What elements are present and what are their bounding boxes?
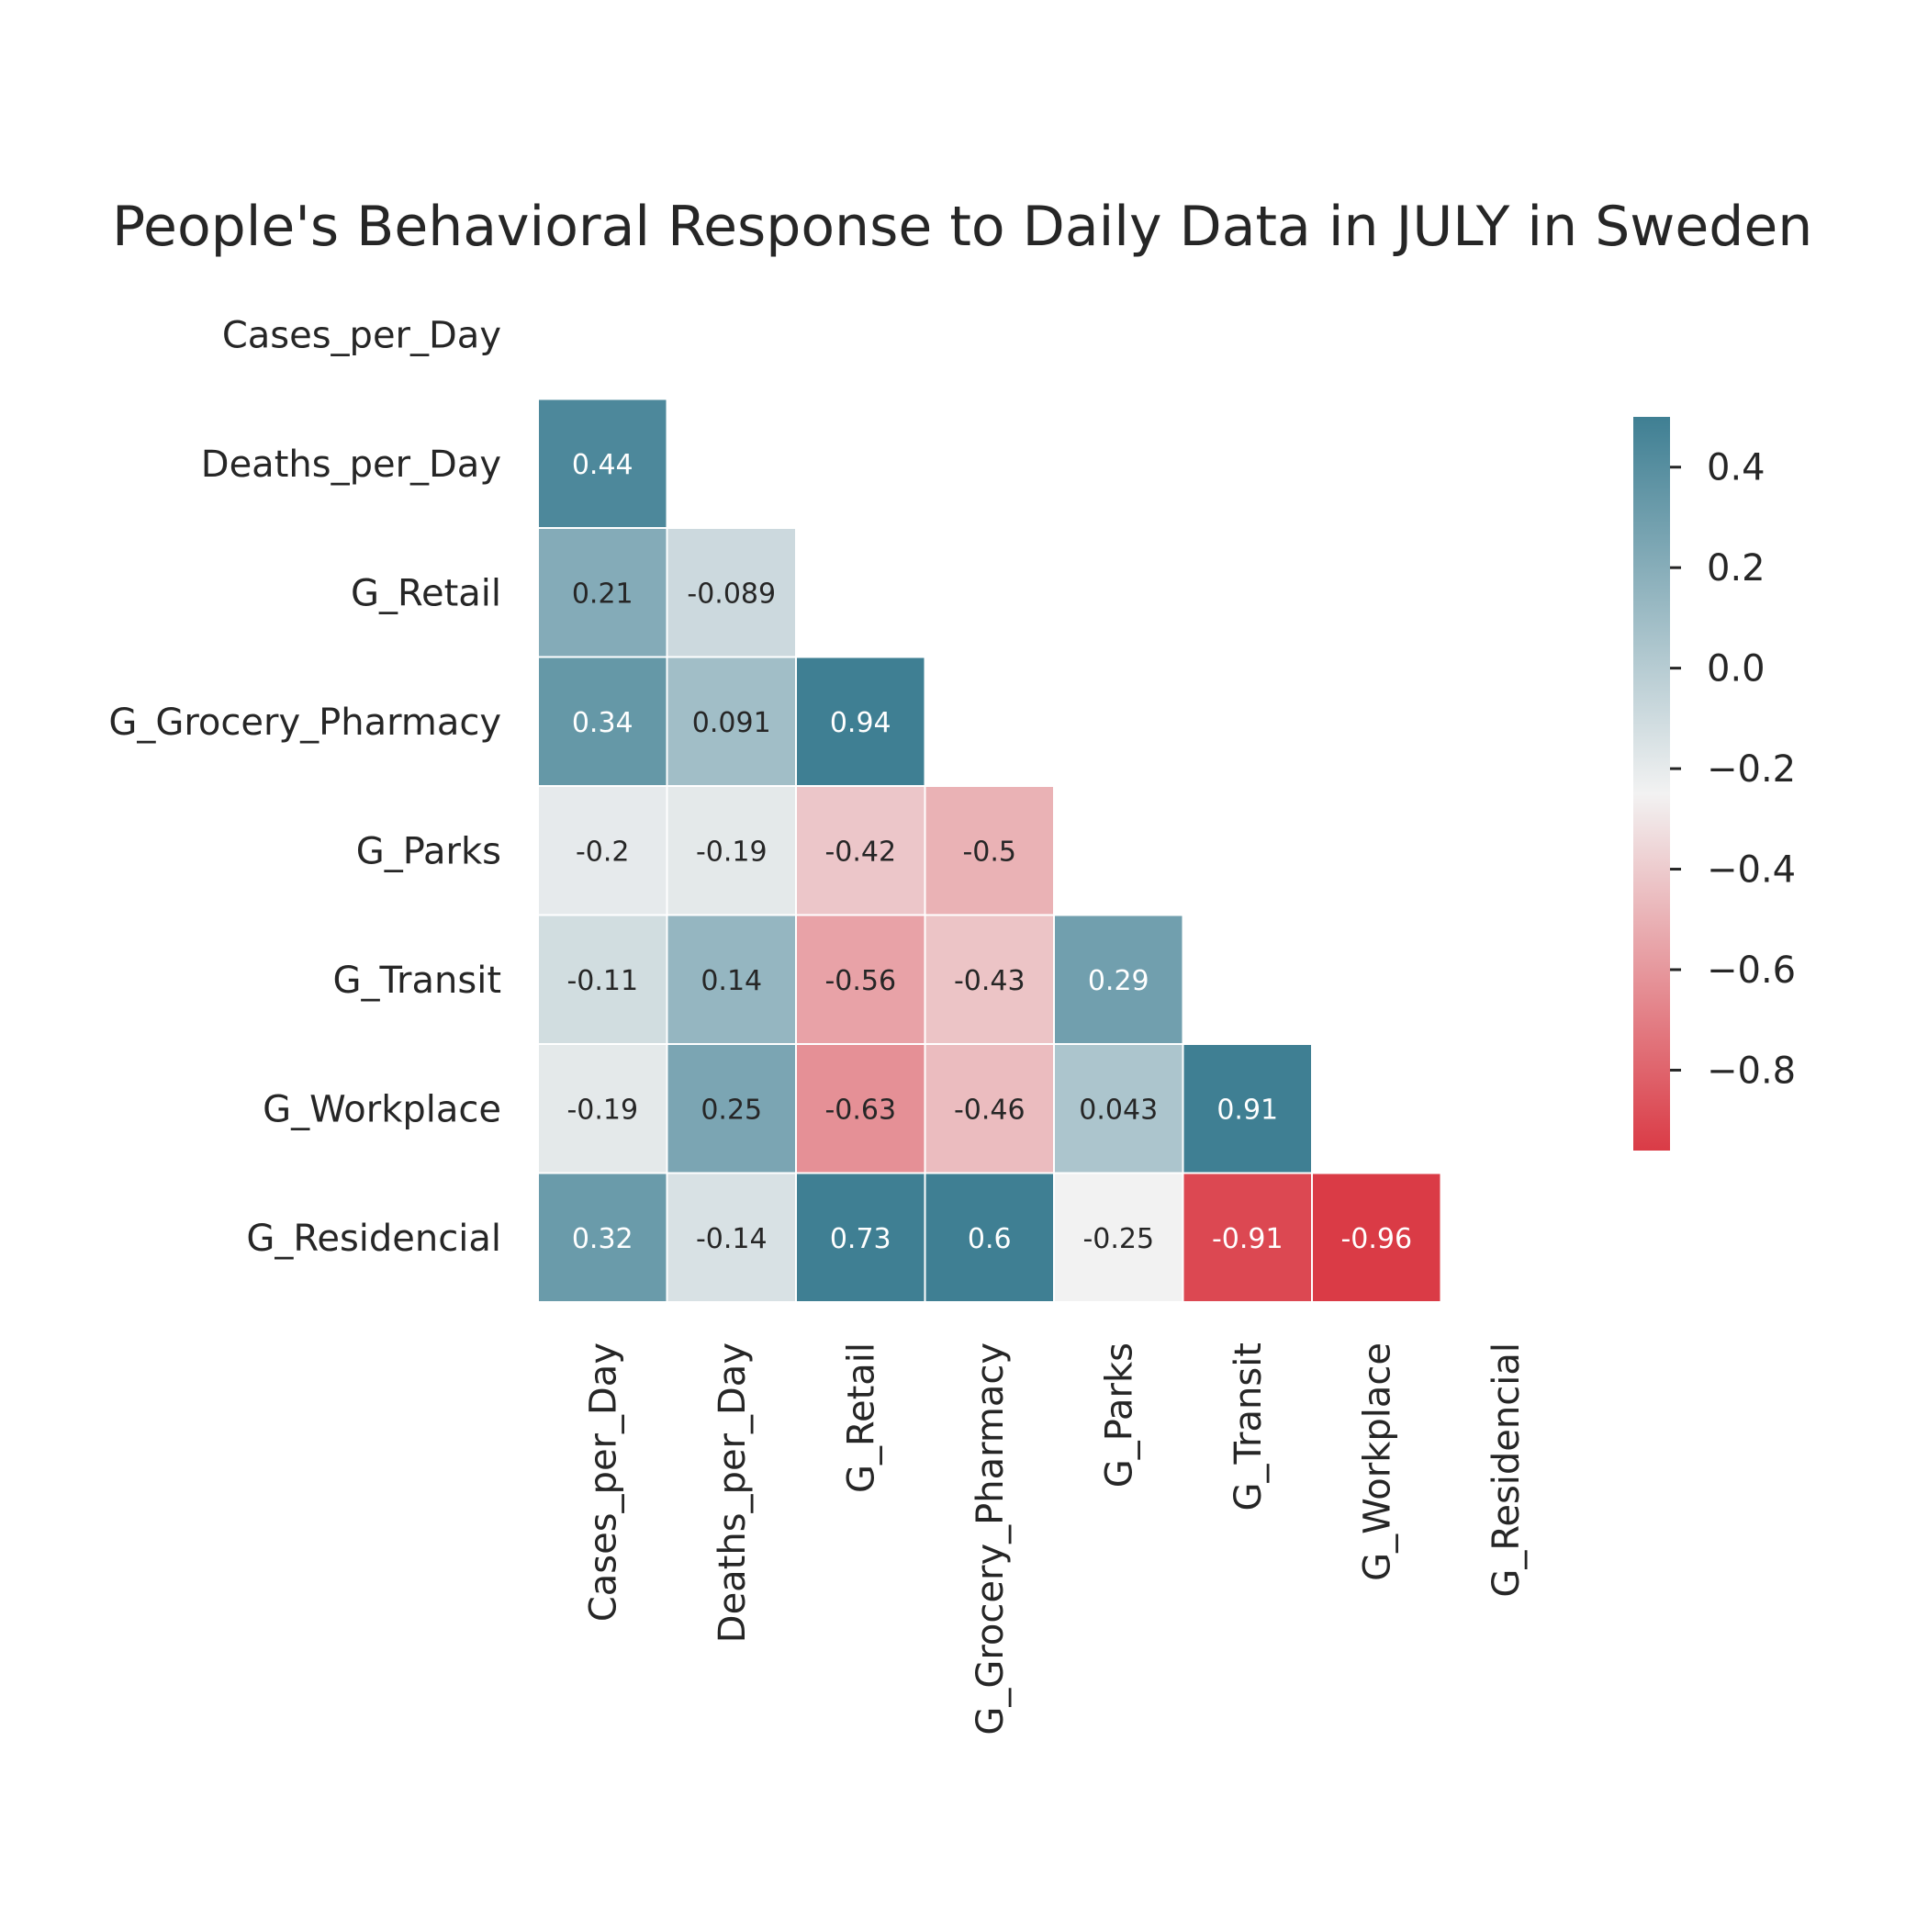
- cell-value-label: -0.42: [824, 836, 896, 868]
- heatmap-cell: [537, 398, 668, 529]
- cell-value-label: -0.089: [687, 578, 776, 610]
- cell-value-label: -0.19: [696, 836, 768, 868]
- cell-value-label: -0.46: [954, 1094, 1026, 1126]
- heatmap-cell: [1311, 1172, 1442, 1303]
- heatmap-cell: [795, 1043, 926, 1174]
- cell-value-label: -0.11: [566, 965, 638, 997]
- heatmap-cell: [537, 656, 668, 787]
- cell-value-label: -0.91: [1212, 1223, 1283, 1255]
- heatmap-cell: [1182, 1043, 1313, 1174]
- cell-value-label: -0.63: [824, 1094, 896, 1126]
- cell-value-label: 0.14: [701, 965, 762, 997]
- row-label: Deaths_per_Day: [201, 444, 501, 486]
- row-label: G_Retail: [351, 572, 501, 614]
- cell-value-label: 0.94: [830, 707, 891, 739]
- cell-value-label: -0.2: [576, 836, 630, 868]
- cell-value-label: 0.25: [701, 1094, 762, 1126]
- heatmap-cell: [1053, 914, 1184, 1045]
- column-label: G_Residencial: [1485, 1342, 1528, 1598]
- cell-value-label: -0.56: [824, 965, 896, 997]
- cell-value-label: -0.96: [1340, 1223, 1412, 1255]
- heatmap-cell: [924, 914, 1055, 1045]
- heatmap-cell: [924, 785, 1055, 916]
- row-label: Cases_per_Day: [222, 314, 501, 356]
- colorbar-tick-label: −0.4: [1707, 849, 1796, 892]
- row-labels: Cases_per_Day Deaths_per_Day G_Retail G_Gro…: [108, 314, 501, 1260]
- cell-value-label: 0.091: [692, 707, 771, 739]
- cell-value-label: 0.6: [968, 1223, 1012, 1255]
- column-label: Deaths_per_Day: [712, 1342, 754, 1643]
- cell-value-label: 0.44: [572, 449, 633, 481]
- heatmap-cell: [1053, 1043, 1184, 1174]
- column-label: G_Grocery_Pharmacy: [970, 1342, 1012, 1735]
- cell-value-label: -0.43: [954, 965, 1026, 997]
- cell-value-label: -0.5: [962, 836, 1016, 868]
- cell-value-label: 0.73: [830, 1223, 891, 1255]
- row-label: G_Transit: [333, 960, 502, 1002]
- row-label: G_Grocery_Pharmacy: [108, 702, 501, 744]
- column-label: Cases_per_Day: [582, 1342, 624, 1622]
- colorbar-tick-label: −0.8: [1707, 1050, 1796, 1092]
- heatmap-cell: [924, 1172, 1055, 1303]
- column-labels: Cases_per_Day Deaths_per_Day G_Retail G_Gro…: [582, 1342, 1528, 1735]
- chart-title: People's Behavioral Response to Daily Da…: [112, 195, 1812, 259]
- cell-value-label: 0.32: [572, 1223, 633, 1255]
- row-label: G_Parks: [356, 830, 501, 872]
- cell-value-label: 0.34: [572, 707, 633, 739]
- colorbar-gradient: [1633, 417, 1670, 1151]
- heatmap-cells: [537, 398, 1442, 1303]
- cell-value-label: 0.91: [1216, 1094, 1278, 1126]
- heatmap-cell: [537, 1043, 668, 1174]
- column-label: G_Transit: [1227, 1342, 1270, 1511]
- colorbar-tick-label: 0.0: [1707, 648, 1765, 691]
- column-label: G_Workplace: [1356, 1342, 1398, 1581]
- heatmap-cell: [666, 1172, 797, 1303]
- colorbar: 0.4 0.2 0.0 −0.2 −0.4 −0.6 −0.8: [1633, 417, 1796, 1151]
- colorbar-tick-label: 0.4: [1707, 447, 1765, 489]
- cell-value-label: 0.29: [1088, 965, 1149, 997]
- heatmap-value-labels: 0.44 0.21 -0.089 0.34 0.091 0.94 -0.2 -0.19 -0.4…: [566, 449, 1412, 1255]
- heatmap-cell: [537, 527, 668, 658]
- column-label: G_Parks: [1098, 1342, 1140, 1488]
- row-label: G_Residencial: [246, 1218, 501, 1260]
- cell-value-label: 0.21: [572, 578, 633, 610]
- heatmap-cell: [924, 1043, 1055, 1174]
- heatmap-cell: [1182, 1172, 1313, 1303]
- cell-value-label: 0.043: [1079, 1094, 1158, 1126]
- cell-value-label: -0.25: [1082, 1223, 1154, 1255]
- cell-value-label: -0.14: [696, 1223, 768, 1255]
- heatmap-cell: [537, 1172, 668, 1303]
- row-label: G_Workplace: [263, 1088, 501, 1130]
- heatmap-cell: [666, 785, 797, 916]
- heatmap-cell: [666, 914, 797, 1045]
- colorbar-tick-label: −0.2: [1707, 748, 1796, 791]
- column-label: G_Retail: [840, 1342, 882, 1493]
- heatmap-cell: [666, 527, 797, 658]
- heatmap-cell: [666, 1043, 797, 1174]
- colorbar-tick-label: 0.2: [1707, 547, 1765, 590]
- cell-value-label: -0.19: [566, 1094, 638, 1126]
- heatmap-cell: [795, 656, 926, 787]
- colorbar-tick-label: −0.6: [1707, 949, 1796, 992]
